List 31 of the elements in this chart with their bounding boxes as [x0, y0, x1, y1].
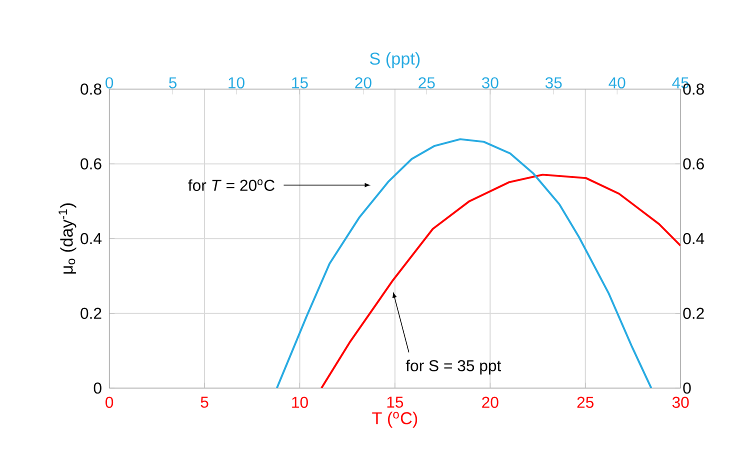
y-tick-label: 0 — [94, 382, 102, 394]
x2-tick-label: 25 — [418, 77, 435, 88]
y-tick-label: 0.2 — [80, 308, 102, 319]
y-tick-label: 0.4 — [80, 232, 102, 244]
y2-tick-label: 0.4 — [683, 232, 704, 244]
x2-tick-label: 20 — [355, 77, 372, 88]
y2-tick-label: 0.6 — [683, 158, 704, 170]
y2-tick-label: 0.2 — [683, 308, 704, 319]
annotation: for S = 35 ppt — [406, 360, 502, 374]
x2-tick-label: 10 — [228, 77, 244, 88]
x2-tick-label: 5 — [169, 77, 177, 88]
x-tick-label: 0 — [106, 396, 114, 408]
x-tick-label: 30 — [672, 396, 689, 408]
x2-tick-label: 30 — [482, 77, 498, 88]
x-tick-label: 20 — [482, 396, 498, 408]
x2-axis-title: S (ppt) — [370, 52, 420, 68]
y-tick-label: 0.6 — [80, 158, 102, 170]
y2-tick-label: 0 — [683, 382, 691, 394]
line-series — [320, 174, 681, 388]
y-axis-title: μ$_{o}$ (day$^{-1}$) — [58, 203, 76, 274]
x2-tick-label: 40 — [608, 77, 626, 88]
x-tick-label: 10 — [292, 396, 308, 408]
x2-tick-label: 0 — [106, 77, 114, 88]
x2-tick-label: 35 — [545, 77, 562, 88]
x-tick-label: 25 — [577, 396, 594, 408]
x2-tick-label: 15 — [292, 77, 308, 88]
x-tick-label: 5 — [200, 396, 208, 408]
x-axis-title: T ($^{o}$C) — [372, 412, 418, 428]
annotation: for T = 20$^{o}$C — [188, 179, 274, 191]
x-tick-label: 15 — [387, 396, 404, 408]
y-tick-label: 0.8 — [80, 83, 102, 95]
